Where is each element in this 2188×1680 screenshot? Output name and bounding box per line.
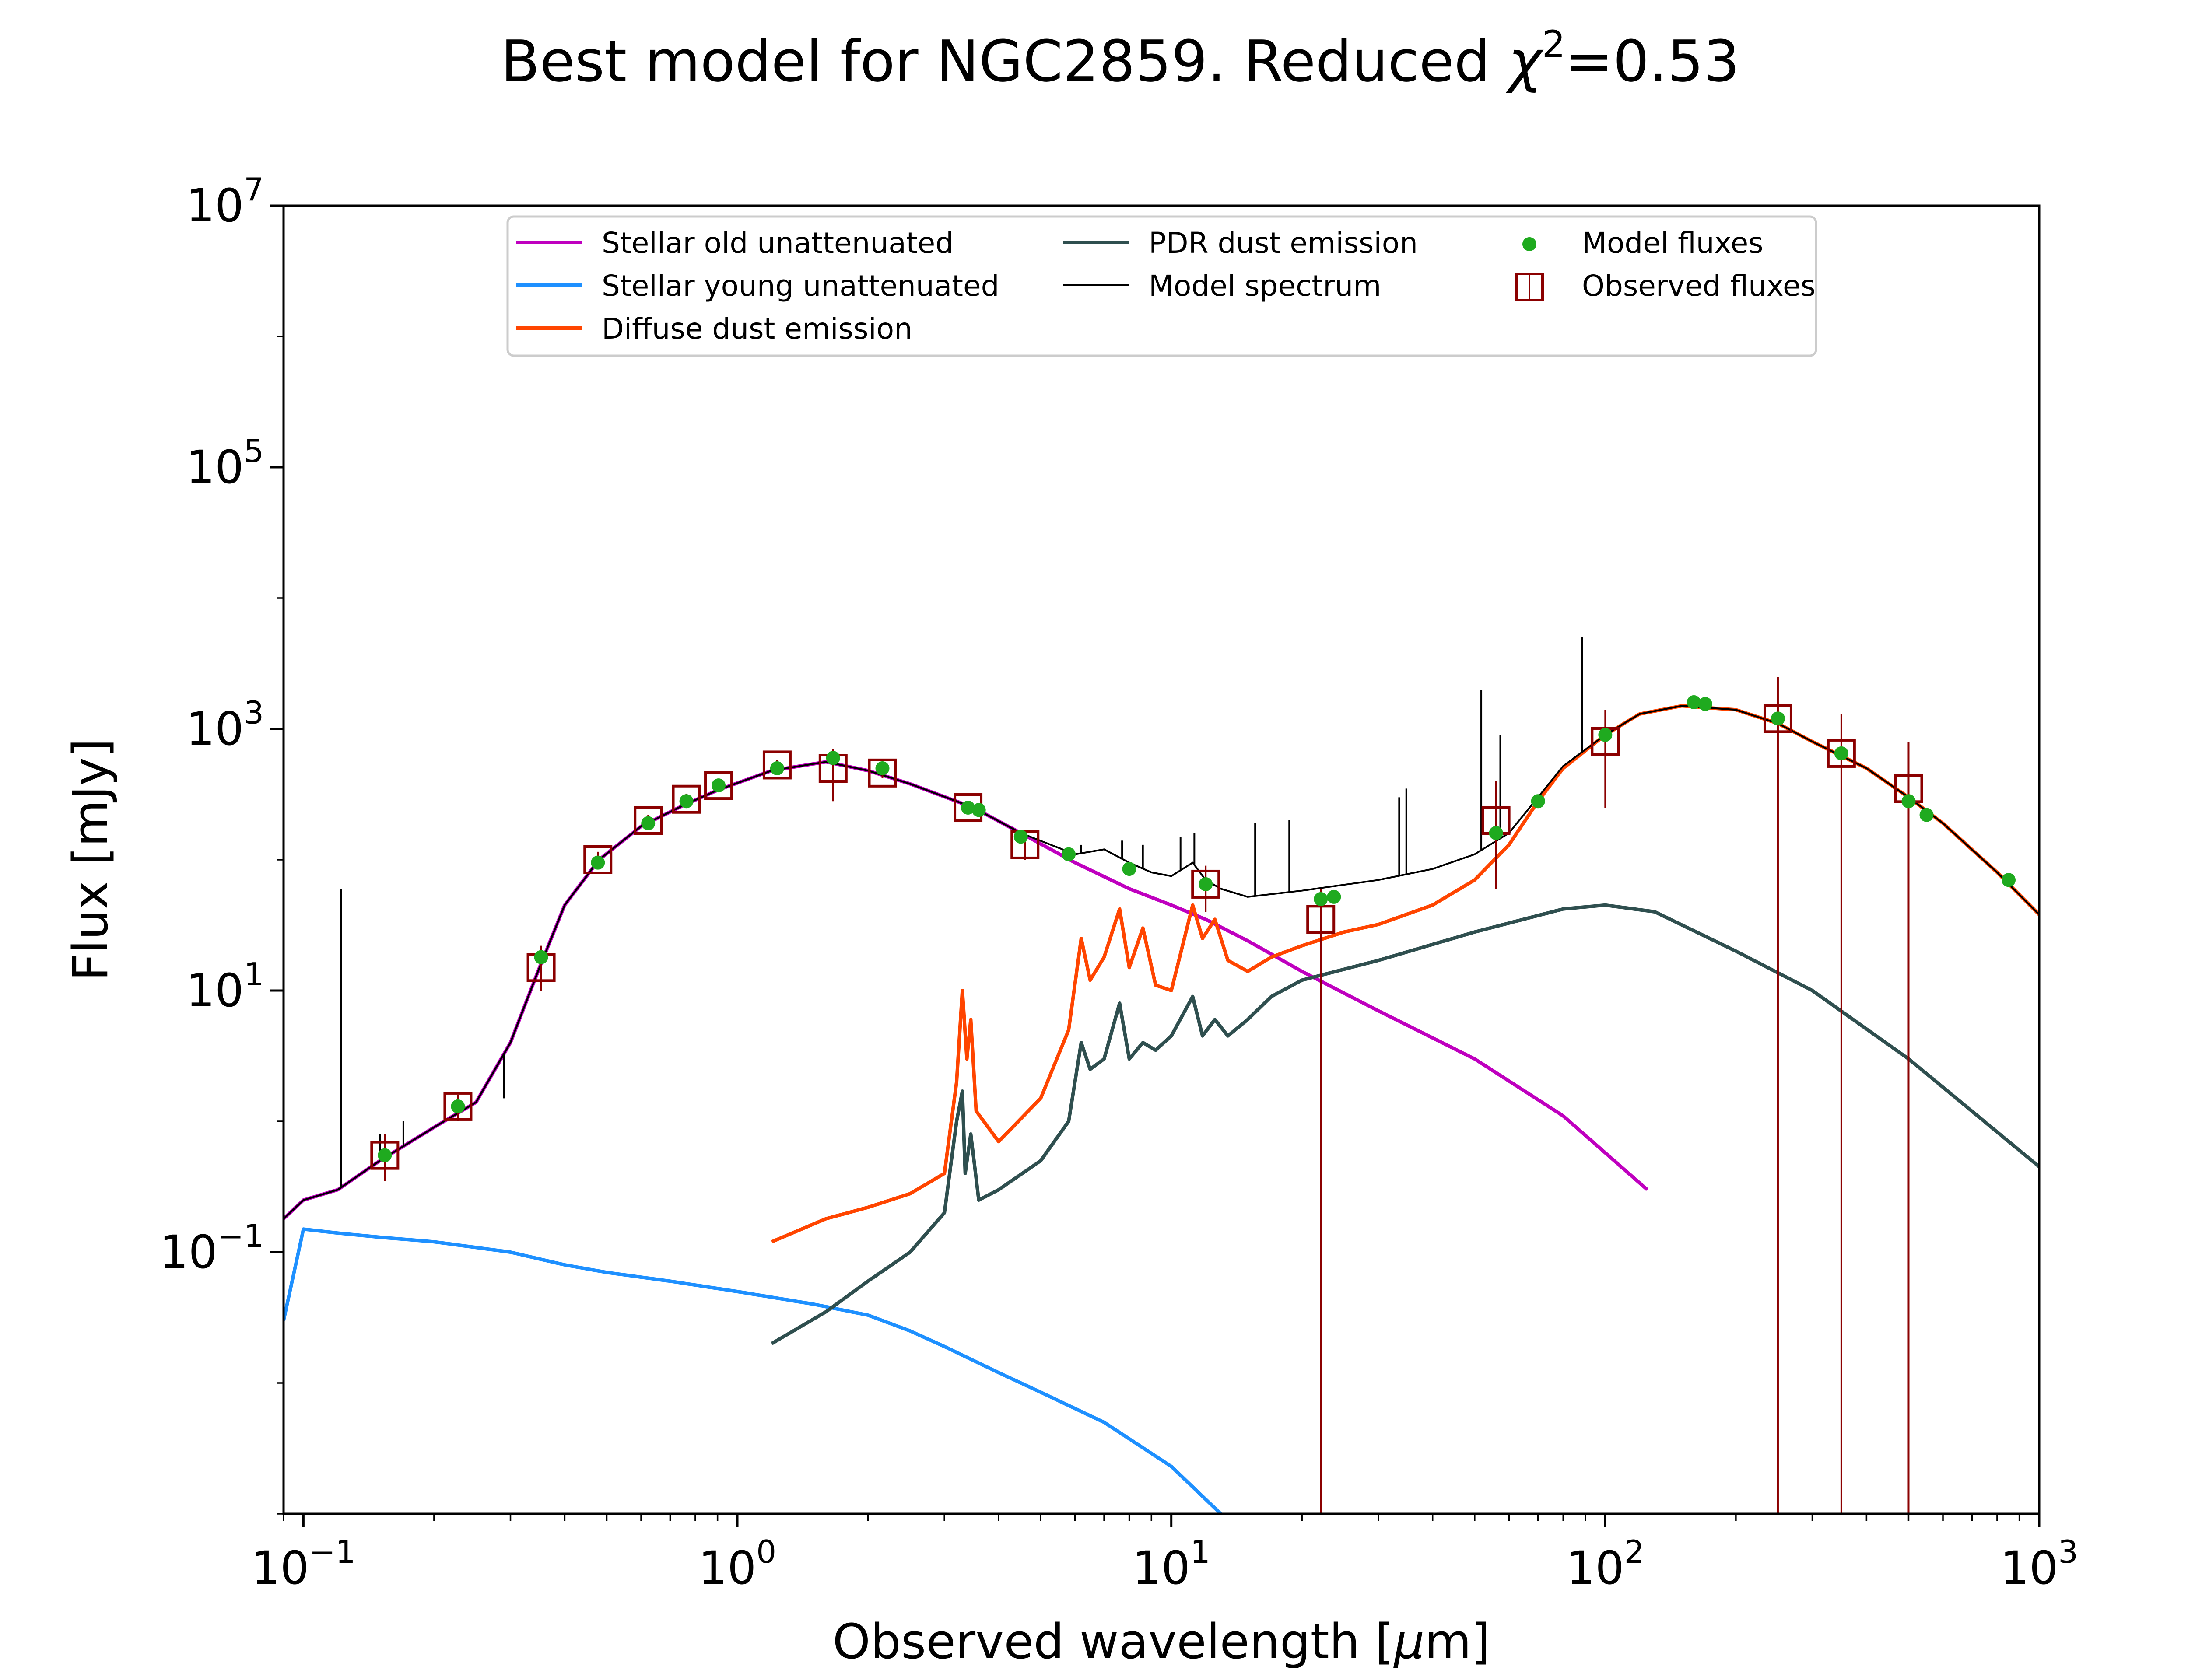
x-axis-label-mu: μ bbox=[1393, 1614, 1424, 1670]
y-tick-label: 10−1 bbox=[160, 1218, 264, 1279]
observed-flux-marker bbox=[370, 1141, 400, 1170]
chart-title-end: =0.53 bbox=[1565, 28, 1739, 94]
x-axis-label-end: m] bbox=[1424, 1614, 1490, 1670]
model-flux-point bbox=[451, 1099, 465, 1113]
legend-label: Diffuse dust emission bbox=[602, 312, 912, 346]
y-tick-label: 105 bbox=[186, 433, 264, 494]
model-flux-point bbox=[1122, 862, 1136, 876]
model-flux-point bbox=[1199, 877, 1213, 891]
legend-items: Stellar old unattenuated Stellar young un… bbox=[516, 226, 1816, 346]
x-tick-label: 10−1 bbox=[251, 1533, 355, 1595]
chart-title-chi: χ bbox=[1506, 28, 1544, 94]
model-flux-point bbox=[1314, 892, 1328, 906]
model-flux-point bbox=[378, 1148, 392, 1162]
model-flux-point bbox=[1901, 794, 1916, 808]
legend-box bbox=[506, 215, 1817, 357]
legend: Stellar old unattenuated Stellar young un… bbox=[506, 215, 1817, 357]
model-flux-point bbox=[1698, 697, 1712, 711]
x-axis-label: Observed wavelength [μm] bbox=[833, 1614, 1490, 1670]
observed-flux-marker bbox=[868, 758, 897, 788]
ticks-layer: 10−1 100 101 102 103 10−1 101 103 105 107 bbox=[160, 171, 2079, 1595]
markers-layer bbox=[370, 677, 2016, 1514]
model-flux-point bbox=[679, 794, 694, 808]
model-flux-point bbox=[2002, 873, 2016, 887]
legend-label: Model spectrum bbox=[1149, 269, 1381, 303]
x-tick-label: 103 bbox=[2000, 1533, 2078, 1595]
observed-flux-marker bbox=[672, 784, 701, 814]
x-axis-label-main: Observed wavelength [ bbox=[833, 1614, 1394, 1670]
model-flux-point bbox=[591, 855, 605, 870]
series-stellar-young-unattenuated bbox=[284, 1227, 1222, 1514]
observed-flux-marker bbox=[1306, 905, 1336, 934]
y-axis-label: Flux [mJy] bbox=[63, 738, 119, 981]
observed-flux-marker bbox=[1191, 869, 1220, 899]
model-flux-point bbox=[1531, 794, 1545, 808]
x-tick-label: 102 bbox=[1566, 1533, 1644, 1595]
y-tick-label: 101 bbox=[186, 956, 264, 1017]
series-pdr-dust-emission bbox=[771, 903, 2039, 1345]
plot-area: 10−1 100 101 102 103 10−1 101 103 105 107 bbox=[160, 171, 2079, 1595]
x-tick-label: 100 bbox=[698, 1533, 776, 1595]
model-flux-point bbox=[1919, 808, 1934, 822]
model-flux-point bbox=[641, 816, 656, 830]
observed-flux-marker bbox=[1763, 704, 1792, 733]
y-tick-label: 103 bbox=[186, 694, 264, 756]
model-flux-point bbox=[1598, 728, 1613, 742]
legend-label: Stellar young unattenuated bbox=[602, 269, 999, 303]
model-flux-point bbox=[1687, 695, 1701, 709]
model-flux-point bbox=[875, 761, 890, 776]
chart-title-exp: 2 bbox=[1542, 23, 1565, 66]
legend-label: Stellar old unattenuated bbox=[602, 226, 954, 260]
observed-flux-marker bbox=[1827, 738, 1856, 768]
model-flux-point bbox=[1489, 826, 1503, 840]
y-tick-label: 107 bbox=[186, 171, 264, 232]
x-tick-label: 101 bbox=[1133, 1533, 1210, 1595]
model-flux-point bbox=[1327, 889, 1341, 904]
model-flux-point bbox=[961, 801, 975, 815]
model-flux-point bbox=[712, 778, 726, 793]
model-flux-point bbox=[1062, 847, 1076, 861]
observed-flux-marker bbox=[704, 771, 733, 800]
model-flux-point bbox=[1013, 830, 1028, 844]
model-flux-point bbox=[1834, 746, 1848, 760]
legend-label: Model fluxes bbox=[1582, 226, 1764, 260]
model-flux-point bbox=[971, 803, 986, 817]
model-flux-point bbox=[534, 950, 548, 964]
legend-label: Observed fluxes bbox=[1582, 269, 1816, 303]
model-flux-point bbox=[1771, 711, 1785, 726]
legend-label: PDR dust emission bbox=[1149, 226, 1418, 260]
model-flux-point bbox=[826, 751, 840, 765]
legend-swatch bbox=[1522, 237, 1536, 251]
observed-flux-marker bbox=[762, 750, 792, 780]
chart-title: Best model for NGC2859. Reduced χ2=0.53 bbox=[501, 23, 1739, 94]
observed-flux-marker bbox=[443, 1092, 473, 1121]
model-flux-point bbox=[770, 761, 784, 776]
observed-flux-marker bbox=[583, 845, 613, 874]
observed-flux-marker bbox=[634, 805, 663, 835]
chart-title-main: Best model for NGC2859. Reduced bbox=[501, 28, 1508, 94]
